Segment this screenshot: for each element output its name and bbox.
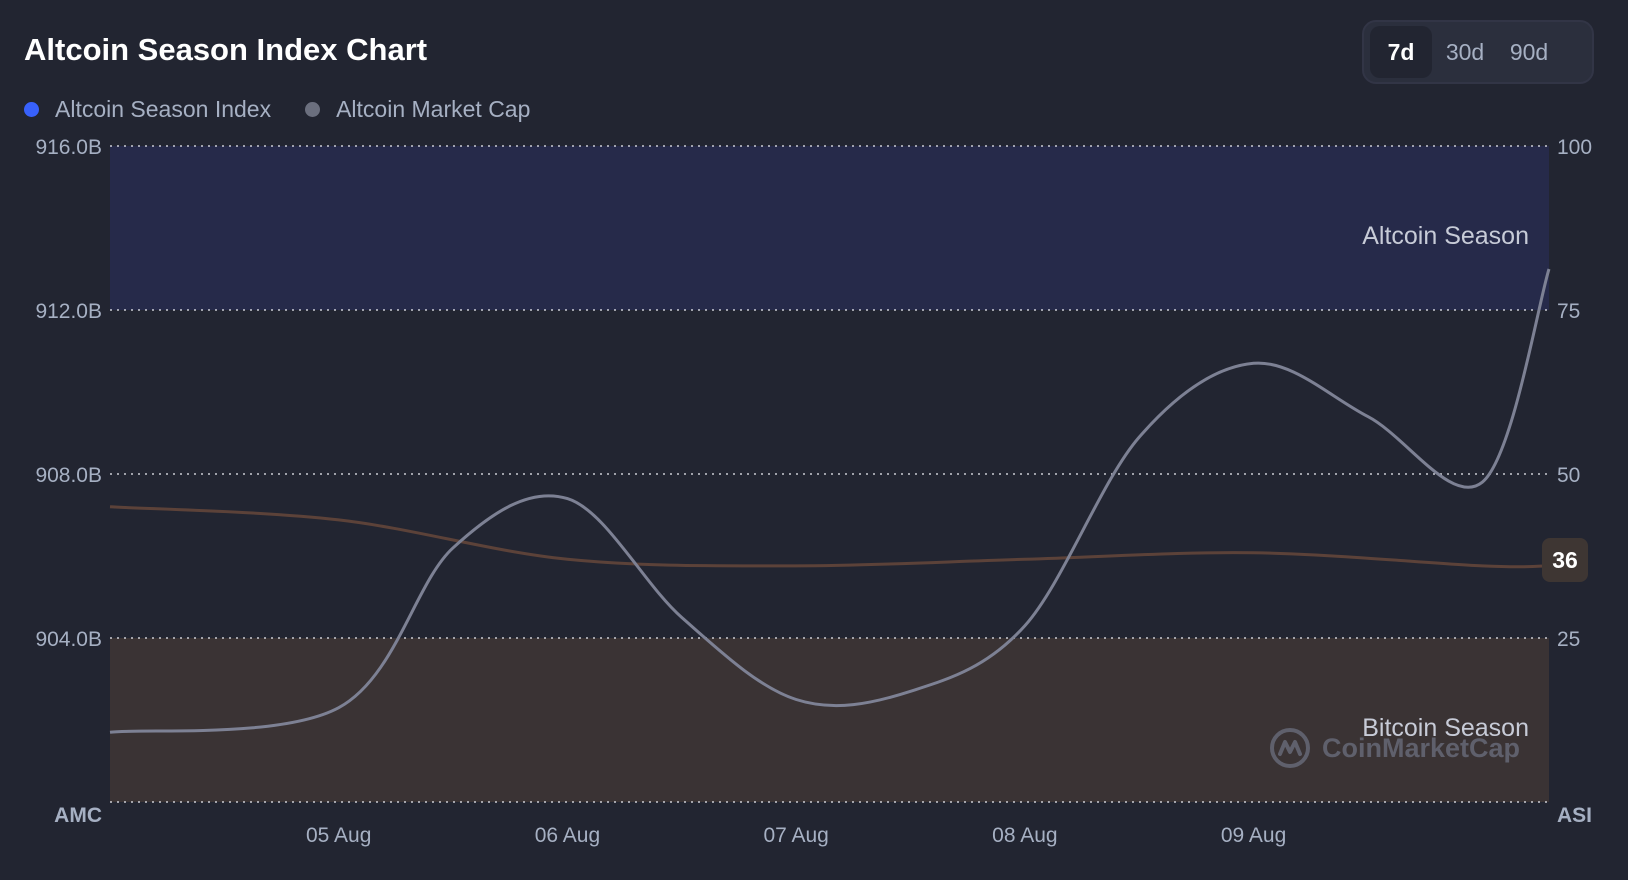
x-axis-tick: 06 Aug bbox=[535, 824, 600, 847]
left-axis-title: AMC bbox=[54, 804, 102, 827]
right-axis-tick: 25 bbox=[1557, 628, 1580, 651]
left-axis-tick: 904.0B bbox=[35, 628, 102, 651]
watermark-text: CoinMarketCap bbox=[1322, 732, 1521, 763]
right-axis-tick: 50 bbox=[1557, 464, 1580, 487]
x-axis-tick: 07 Aug bbox=[763, 824, 828, 847]
coinmarketcap-logo-icon bbox=[1270, 728, 1310, 768]
legend-dot-icon bbox=[24, 102, 39, 117]
chart-title: Altcoin Season Index Chart bbox=[24, 32, 428, 67]
altcoin-season-label: Altcoin Season bbox=[1362, 222, 1529, 250]
x-axis-tick: 08 Aug bbox=[992, 824, 1057, 847]
legend-item-altcoin-market-cap[interactable]: Altcoin Market Cap bbox=[305, 96, 530, 123]
altcoin-market-cap-line bbox=[109, 268, 1551, 734]
right-axis-tick: 100 bbox=[1557, 136, 1592, 159]
x-axis-tick: 05 Aug bbox=[306, 824, 371, 847]
altcoin-season-index-line bbox=[109, 505, 1550, 569]
left-axis-tick: 912.0B bbox=[35, 300, 102, 323]
range-button-30d[interactable]: 30d bbox=[1445, 38, 1485, 65]
bitcoin-season-label: Bitcoin Season bbox=[1362, 714, 1529, 742]
right-axis-tick: 75 bbox=[1557, 300, 1580, 323]
current-index-badge: 36 bbox=[1542, 538, 1588, 582]
right-axis-title: ASI bbox=[1557, 804, 1592, 827]
range-button-90d[interactable]: 90d bbox=[1509, 38, 1549, 65]
legend-item-altcoin-season-index[interactable]: Altcoin Season Index bbox=[24, 96, 271, 123]
legend-label: Altcoin Season Index bbox=[55, 96, 272, 122]
bitcoin-season-zone bbox=[110, 638, 1549, 802]
time-range-toggle: 7d 30d 90d bbox=[1362, 20, 1594, 84]
legend-dot-icon bbox=[305, 102, 321, 117]
altcoin-season-zone bbox=[110, 146, 1549, 310]
legend-label: Altcoin Market Cap bbox=[336, 96, 531, 122]
range-button-7d[interactable]: 7d bbox=[1370, 26, 1432, 78]
left-axis-tick: 916.0B bbox=[35, 136, 102, 159]
x-axis-tick: 09 Aug bbox=[1221, 824, 1286, 847]
chart-legend: Altcoin Season Index Altcoin Market Cap bbox=[24, 96, 530, 123]
left-axis-tick: 908.0B bbox=[35, 464, 102, 487]
watermark: CoinMarketCap bbox=[1268, 726, 1520, 770]
